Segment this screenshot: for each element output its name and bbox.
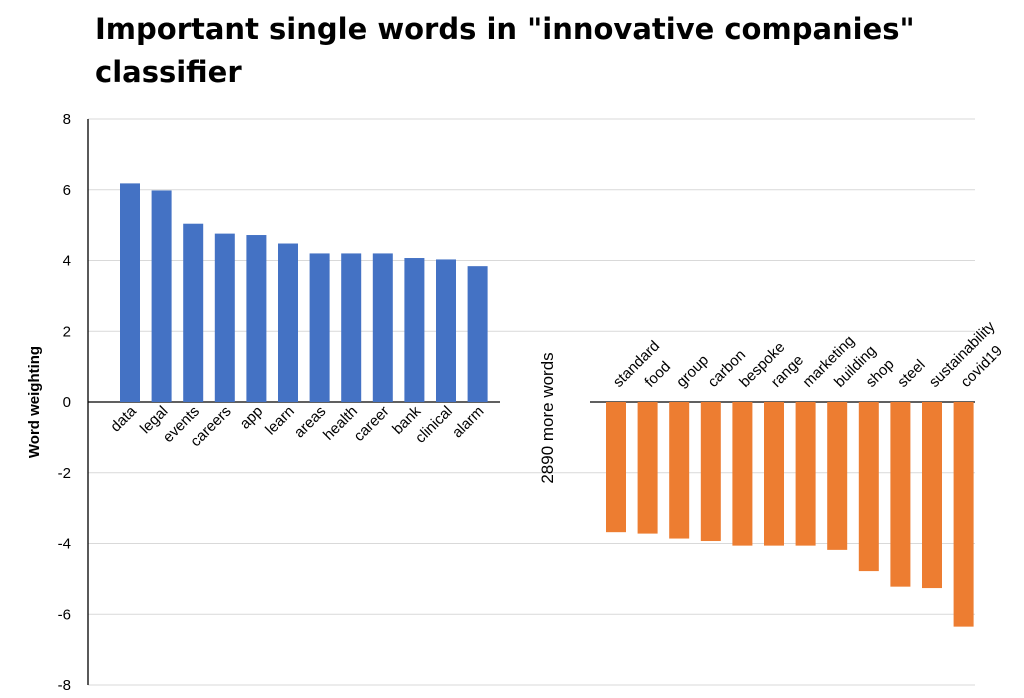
- category-label: steel: [894, 356, 928, 390]
- chart-title: Important single words in "innovative co…: [95, 12, 915, 89]
- bar-range: [764, 402, 784, 546]
- y-axis-ticks: 8 6 4 2 0 -2 -4 -6 -8: [58, 111, 71, 694]
- y-tick-label: -8: [58, 677, 71, 694]
- bar-sustainability: [922, 402, 942, 589]
- category-label: alarm: [449, 403, 488, 442]
- bar-bespoke: [732, 402, 753, 546]
- category-label: career: [351, 403, 393, 445]
- y-tick-label: 0: [63, 394, 71, 411]
- bar-areas: [309, 253, 330, 402]
- bar-carbon: [700, 402, 721, 542]
- bar-data: [120, 183, 140, 402]
- y-tick-label: -4: [58, 536, 71, 553]
- bar-building: [827, 402, 848, 550]
- bar-alarm: [467, 266, 488, 402]
- bar-events: [183, 223, 204, 402]
- y-tick-label: 6: [63, 182, 71, 199]
- bar-careers: [214, 233, 235, 402]
- category-label: data: [107, 402, 140, 435]
- gap-label: 2890 more words: [538, 352, 557, 483]
- bar-steel: [890, 402, 911, 587]
- bar-clinical: [436, 259, 456, 402]
- bar-health: [341, 253, 362, 402]
- y-tick-label: 8: [63, 111, 71, 128]
- bar-standard: [606, 402, 626, 533]
- bars: [120, 183, 974, 627]
- bar-group: [669, 402, 690, 539]
- y-tick-label: 4: [63, 253, 71, 270]
- bar-career: [372, 253, 393, 402]
- bar-food: [637, 402, 658, 534]
- bar-learn: [278, 243, 298, 402]
- gridlines: [88, 118, 975, 686]
- y-tick-label: -2: [58, 465, 71, 482]
- bar-bank: [404, 258, 425, 402]
- category-label: app: [237, 403, 267, 433]
- category-label: group: [673, 352, 712, 391]
- y-tick-label: 2: [63, 323, 71, 340]
- y-axis-label: Word weighting: [26, 346, 43, 458]
- bar-covid19: [953, 402, 974, 627]
- category-label: learn: [262, 403, 298, 439]
- bar-legal: [151, 190, 172, 402]
- y-tick-label: -6: [58, 606, 71, 623]
- bar-app: [246, 235, 267, 402]
- bar-marketing: [795, 402, 816, 546]
- bar-shop: [858, 402, 879, 572]
